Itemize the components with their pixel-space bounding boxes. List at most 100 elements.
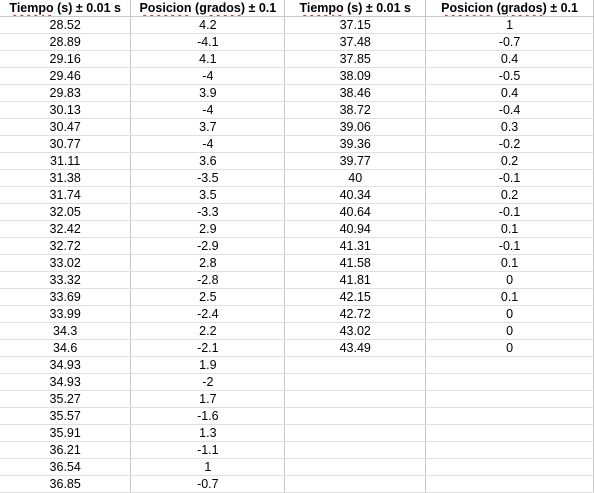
cell-tiempo-1[interactable]: 29.16 bbox=[0, 50, 132, 68]
cell-posicion-2[interactable]: 0.1 bbox=[425, 220, 594, 238]
cell-tiempo-2[interactable]: 38.72 bbox=[284, 101, 427, 119]
header-posicion-1[interactable]: Posicion (grados) ± 0.1 bbox=[130, 0, 286, 17]
header-posicion-2[interactable]: Posicion (grados) ± 0.1 bbox=[425, 0, 594, 17]
cell-posicion-1[interactable]: -4 bbox=[130, 135, 286, 153]
cell-posicion-1[interactable]: 2.8 bbox=[130, 254, 286, 272]
cell-tiempo-2[interactable] bbox=[284, 458, 427, 476]
cell-posicion-2[interactable]: 0 bbox=[425, 322, 594, 340]
cell-posicion-2[interactable]: -0.5 bbox=[425, 67, 594, 85]
cell-tiempo-1[interactable]: 34.93 bbox=[0, 373, 132, 391]
cell-posicion-1[interactable]: -2.1 bbox=[130, 339, 286, 357]
cell-posicion-1[interactable]: -2 bbox=[130, 373, 286, 391]
cell-tiempo-1[interactable]: 35.27 bbox=[0, 390, 132, 408]
cell-tiempo-2[interactable] bbox=[284, 441, 427, 459]
cell-posicion-1[interactable]: 4.1 bbox=[130, 50, 286, 68]
cell-posicion-2[interactable]: 0.1 bbox=[425, 254, 594, 272]
cell-posicion-1[interactable]: -3.3 bbox=[130, 203, 286, 221]
cell-tiempo-1[interactable]: 34.93 bbox=[0, 356, 132, 374]
cell-posicion-2[interactable]: 0.4 bbox=[425, 50, 594, 68]
cell-tiempo-1[interactable]: 31.11 bbox=[0, 152, 132, 170]
cell-posicion-1[interactable]: 4.2 bbox=[130, 16, 286, 34]
cell-tiempo-1[interactable]: 33.32 bbox=[0, 271, 132, 289]
cell-posicion-1[interactable]: 3.6 bbox=[130, 152, 286, 170]
cell-posicion-1[interactable]: -1.1 bbox=[130, 441, 286, 459]
cell-tiempo-1[interactable]: 29.83 bbox=[0, 84, 132, 102]
cell-posicion-1[interactable]: 1.3 bbox=[130, 424, 286, 442]
cell-tiempo-2[interactable]: 43.49 bbox=[284, 339, 427, 357]
cell-posicion-2[interactable]: 0.3 bbox=[425, 118, 594, 136]
cell-tiempo-2[interactable]: 41.81 bbox=[284, 271, 427, 289]
cell-tiempo-1[interactable]: 30.77 bbox=[0, 135, 132, 153]
cell-posicion-1[interactable]: -2.9 bbox=[130, 237, 286, 255]
cell-posicion-1[interactable]: 1.9 bbox=[130, 356, 286, 374]
cell-posicion-1[interactable]: -4 bbox=[130, 101, 286, 119]
cell-posicion-2[interactable] bbox=[425, 356, 594, 374]
cell-tiempo-2[interactable]: 38.09 bbox=[284, 67, 427, 85]
cell-tiempo-1[interactable]: 32.72 bbox=[0, 237, 132, 255]
cell-tiempo-1[interactable]: 36.85 bbox=[0, 475, 132, 493]
cell-posicion-2[interactable]: 1 bbox=[425, 16, 594, 34]
cell-posicion-2[interactable] bbox=[425, 458, 594, 476]
cell-tiempo-2[interactable]: 41.58 bbox=[284, 254, 427, 272]
cell-tiempo-2[interactable] bbox=[284, 356, 427, 374]
cell-tiempo-2[interactable]: 40.34 bbox=[284, 186, 427, 204]
cell-posicion-2[interactable] bbox=[425, 390, 594, 408]
cell-tiempo-1[interactable]: 35.57 bbox=[0, 407, 132, 425]
cell-posicion-2[interactable]: 0.1 bbox=[425, 288, 594, 306]
cell-posicion-1[interactable]: 2.9 bbox=[130, 220, 286, 238]
cell-tiempo-1[interactable]: 33.69 bbox=[0, 288, 132, 306]
cell-tiempo-2[interactable]: 40.64 bbox=[284, 203, 427, 221]
cell-posicion-1[interactable]: -4 bbox=[130, 67, 286, 85]
cell-tiempo-1[interactable]: 30.47 bbox=[0, 118, 132, 136]
cell-posicion-2[interactable]: -0.2 bbox=[425, 135, 594, 153]
cell-posicion-2[interactable]: -0.1 bbox=[425, 169, 594, 187]
cell-posicion-1[interactable]: 1 bbox=[130, 458, 286, 476]
cell-posicion-2[interactable]: -0.1 bbox=[425, 203, 594, 221]
cell-tiempo-1[interactable]: 28.52 bbox=[0, 16, 132, 34]
cell-tiempo-1[interactable]: 36.21 bbox=[0, 441, 132, 459]
cell-tiempo-2[interactable]: 40 bbox=[284, 169, 427, 187]
cell-tiempo-1[interactable]: 30.13 bbox=[0, 101, 132, 119]
cell-posicion-2[interactable] bbox=[425, 407, 594, 425]
cell-tiempo-1[interactable]: 31.38 bbox=[0, 169, 132, 187]
cell-posicion-2[interactable]: 0.2 bbox=[425, 186, 594, 204]
cell-tiempo-2[interactable]: 40.94 bbox=[284, 220, 427, 238]
cell-tiempo-1[interactable]: 36.54 bbox=[0, 458, 132, 476]
cell-tiempo-2[interactable]: 39.06 bbox=[284, 118, 427, 136]
cell-tiempo-2[interactable] bbox=[284, 424, 427, 442]
cell-tiempo-2[interactable] bbox=[284, 390, 427, 408]
cell-tiempo-2[interactable] bbox=[284, 373, 427, 391]
cell-posicion-2[interactable] bbox=[425, 441, 594, 459]
cell-posicion-2[interactable]: 0.4 bbox=[425, 84, 594, 102]
cell-tiempo-2[interactable]: 42.72 bbox=[284, 305, 427, 323]
cell-posicion-1[interactable]: -3.5 bbox=[130, 169, 286, 187]
cell-posicion-2[interactable]: -0.4 bbox=[425, 101, 594, 119]
header-tiempo-1[interactable]: Tiempo (s) ± 0.01 s bbox=[0, 0, 132, 17]
cell-posicion-2[interactable]: -0.1 bbox=[425, 237, 594, 255]
cell-tiempo-2[interactable]: 39.36 bbox=[284, 135, 427, 153]
cell-tiempo-2[interactable] bbox=[284, 475, 427, 493]
cell-posicion-1[interactable]: 1.7 bbox=[130, 390, 286, 408]
cell-posicion-2[interactable]: 0.2 bbox=[425, 152, 594, 170]
cell-posicion-2[interactable]: 0 bbox=[425, 271, 594, 289]
cell-tiempo-1[interactable]: 34.6 bbox=[0, 339, 132, 357]
cell-tiempo-2[interactable]: 37.48 bbox=[284, 33, 427, 51]
cell-tiempo-2[interactable]: 41.31 bbox=[284, 237, 427, 255]
cell-tiempo-2[interactable]: 37.85 bbox=[284, 50, 427, 68]
cell-tiempo-2[interactable]: 37.15 bbox=[284, 16, 427, 34]
cell-tiempo-2[interactable]: 43.02 bbox=[284, 322, 427, 340]
cell-posicion-2[interactable]: 0 bbox=[425, 339, 594, 357]
header-tiempo-2[interactable]: Tiempo (s) ± 0.01 s bbox=[284, 0, 427, 17]
cell-posicion-1[interactable]: -2.8 bbox=[130, 271, 286, 289]
cell-tiempo-1[interactable]: 32.05 bbox=[0, 203, 132, 221]
cell-posicion-1[interactable]: 2.5 bbox=[130, 288, 286, 306]
cell-tiempo-2[interactable]: 39.77 bbox=[284, 152, 427, 170]
cell-posicion-1[interactable]: -2.4 bbox=[130, 305, 286, 323]
cell-posicion-1[interactable]: 2.2 bbox=[130, 322, 286, 340]
cell-posicion-1[interactable]: -1.6 bbox=[130, 407, 286, 425]
cell-posicion-1[interactable]: 3.9 bbox=[130, 84, 286, 102]
cell-tiempo-1[interactable]: 34.3 bbox=[0, 322, 132, 340]
cell-posicion-1[interactable]: 3.7 bbox=[130, 118, 286, 136]
cell-posicion-2[interactable] bbox=[425, 424, 594, 442]
cell-posicion-2[interactable]: -0.7 bbox=[425, 33, 594, 51]
